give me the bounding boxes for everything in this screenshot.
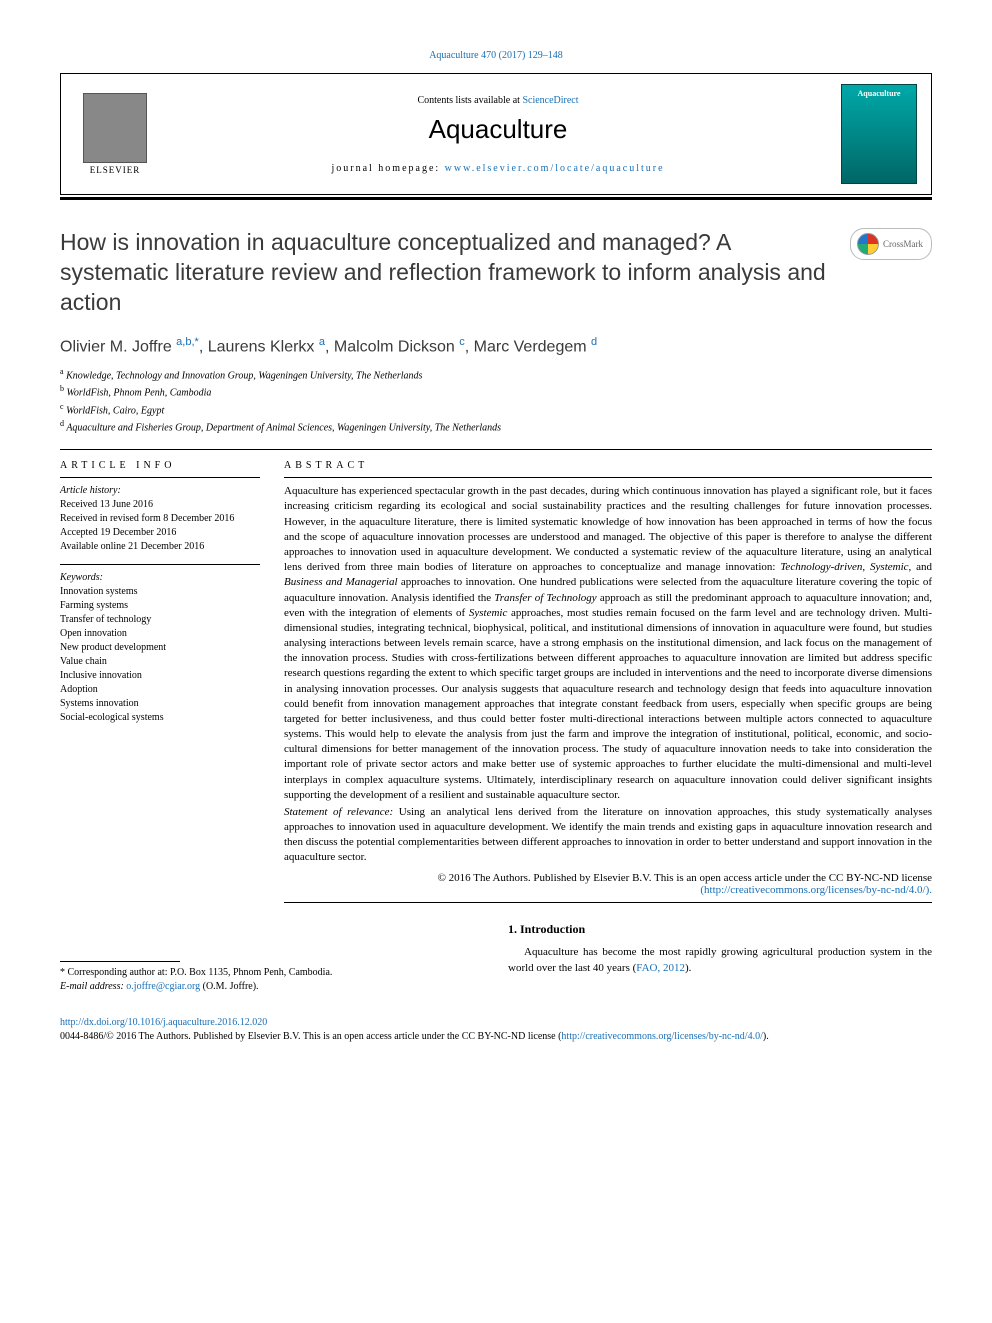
intro-heading: 1. Introduction [508, 921, 932, 938]
journal-header: ELSEVIER Contents lists available at Sci… [60, 73, 932, 195]
abstract-copyright: © 2016 The Authors. Published by Elsevie… [284, 872, 932, 896]
authors-line: Olivier M. Joffre a,b,*, Laurens Klerkx … [60, 336, 932, 356]
crossmark-badge[interactable]: CrossMark [850, 228, 932, 260]
top-reference-link[interactable]: Aquaculture 470 (2017) 129–148 [429, 50, 563, 61]
footer-block: http://dx.doi.org/10.1016/j.aquaculture.… [60, 1016, 932, 1044]
top-reference: Aquaculture 470 (2017) 129–148 [60, 50, 932, 61]
journal-cover-icon: Aquaculture [841, 84, 917, 184]
article-info-column: ARTICLE INFO Article history: Received 1… [60, 460, 260, 902]
left-column: * Corresponding author at: P.O. Box 1135… [60, 921, 484, 994]
doi-link[interactable]: http://dx.doi.org/10.1016/j.aquaculture.… [60, 1017, 267, 1028]
elsevier-logo: ELSEVIER [75, 93, 155, 175]
footer-license-link[interactable]: http://creativecommons.org/licenses/by-n… [561, 1031, 762, 1042]
abstract-column: ABSTRACT Aquaculture has experienced spe… [284, 460, 932, 902]
keywords-block: Keywords: Innovation systemsFarming syst… [60, 571, 260, 725]
article-history: Article history: Received 13 June 2016Re… [60, 484, 260, 554]
section-rule [60, 449, 932, 450]
contents-line: Contents lists available at ScienceDirec… [155, 95, 841, 106]
right-column: 1. Introduction Aquaculture has become t… [508, 921, 932, 994]
corresponding-author-footnote: * Corresponding author at: P.O. Box 1135… [60, 966, 484, 994]
intro-citation-link[interactable]: FAO, 2012 [636, 962, 685, 974]
statement-of-relevance: Statement of relevance: Using an analyti… [284, 805, 932, 866]
abstract-heading: ABSTRACT [284, 460, 932, 471]
journal-homepage-link[interactable]: www.elsevier.com/locate/aquaculture [445, 163, 665, 174]
corresponding-email-link[interactable]: o.joffre@cgiar.org [126, 981, 200, 992]
crossmark-label: CrossMark [883, 239, 923, 249]
affiliations: a Knowledge, Technology and Innovation G… [60, 366, 932, 435]
abstract-body: Aquaculture has experienced spectacular … [284, 484, 932, 803]
elsevier-tree-icon [83, 93, 147, 163]
author-affil-mark[interactable]: a [319, 336, 325, 348]
header-rule [60, 197, 932, 200]
article-title: How is innovation in aquaculture concept… [60, 228, 838, 318]
article-info-heading: ARTICLE INFO [60, 460, 260, 471]
elsevier-text: ELSEVIER [90, 165, 141, 175]
journal-name: Aquaculture [155, 114, 841, 145]
sciencedirect-link[interactable]: ScienceDirect [522, 95, 578, 106]
intro-paragraph: Aquaculture has become the most rapidly … [508, 945, 932, 976]
license-link[interactable]: (http://creativecommons.org/licenses/by-… [700, 884, 932, 896]
crossmark-icon [857, 233, 879, 255]
author-affil-mark[interactable]: c [459, 336, 465, 348]
author-affil-mark[interactable]: d [591, 336, 597, 348]
journal-homepage: journal homepage: www.elsevier.com/locat… [155, 163, 841, 174]
author-affil-mark[interactable]: a,b,* [176, 336, 199, 348]
